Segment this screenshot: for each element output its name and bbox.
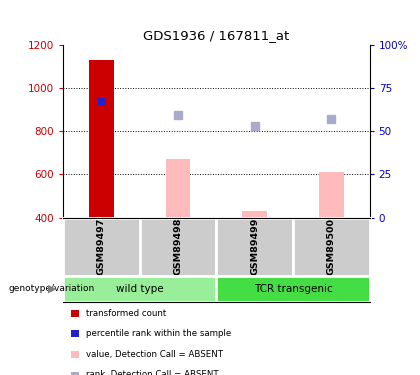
- Bar: [293, 217, 370, 276]
- Text: ▶: ▶: [48, 284, 57, 294]
- Bar: [319, 172, 344, 217]
- Text: rank, Detection Call = ABSENT: rank, Detection Call = ABSENT: [86, 370, 219, 375]
- Title: GDS1936 / 167811_at: GDS1936 / 167811_at: [143, 30, 289, 42]
- Bar: [63, 276, 216, 302]
- Text: GSM89500: GSM89500: [327, 218, 336, 275]
- Text: GSM89498: GSM89498: [173, 218, 182, 275]
- Bar: [242, 211, 267, 217]
- Text: wild type: wild type: [116, 284, 163, 294]
- Text: value, Detection Call = ABSENT: value, Detection Call = ABSENT: [86, 350, 223, 359]
- Bar: [139, 217, 216, 276]
- Bar: [216, 276, 370, 302]
- Text: percentile rank within the sample: percentile rank within the sample: [86, 329, 231, 338]
- Bar: [166, 159, 190, 218]
- Bar: [216, 217, 293, 276]
- Text: GSM89499: GSM89499: [250, 218, 259, 275]
- Text: TCR transgenic: TCR transgenic: [254, 284, 332, 294]
- Bar: [89, 60, 113, 217]
- Text: GSM89497: GSM89497: [97, 218, 106, 275]
- Bar: [63, 217, 139, 276]
- Text: genotype/variation: genotype/variation: [8, 284, 95, 293]
- Text: transformed count: transformed count: [86, 309, 166, 318]
